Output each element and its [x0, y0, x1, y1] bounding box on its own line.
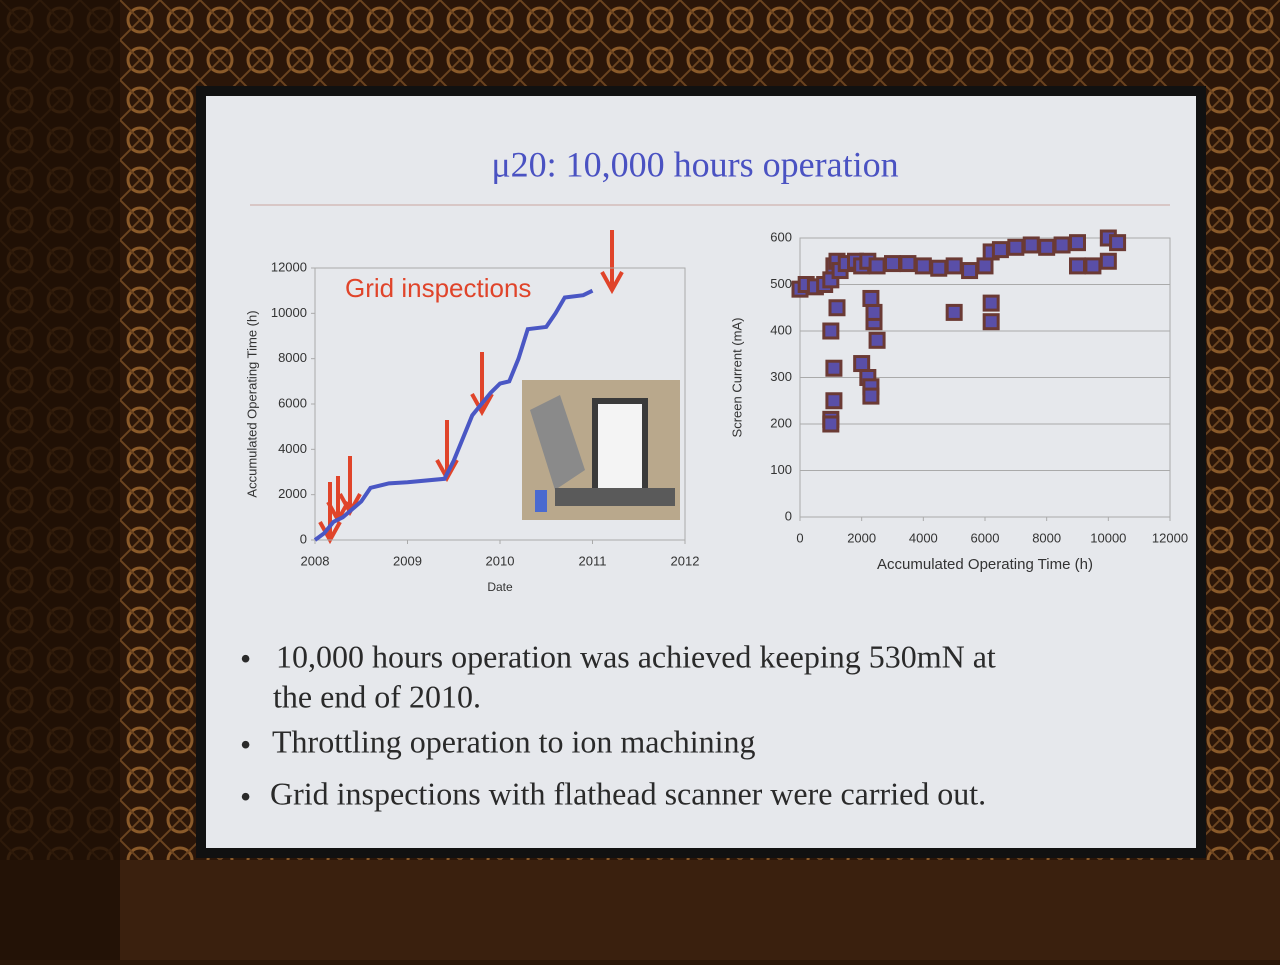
y-tick-label: 10000: [271, 305, 307, 320]
y-tick-label: 400: [770, 322, 792, 337]
point: [930, 259, 948, 277]
point: [1099, 252, 1117, 270]
x-tick-label: 2009: [393, 553, 422, 568]
y-tick-label: 4000: [278, 441, 307, 456]
point: [945, 257, 963, 275]
point: [982, 313, 1000, 331]
bullet: the end of 2010.: [273, 678, 481, 714]
bullet-dot: •: [240, 640, 251, 676]
point: [1069, 234, 1086, 252]
point: [899, 255, 917, 273]
y-tick-label: 300: [770, 369, 792, 384]
y-tick-label: 12000: [271, 259, 307, 274]
x-axis-label: Date: [487, 580, 513, 594]
point: [828, 299, 846, 317]
point: [868, 331, 886, 349]
x-tick-label: 10000: [1090, 530, 1126, 545]
point: [865, 303, 883, 321]
x-tick-label: 4000: [909, 530, 938, 545]
inset-photo: [522, 380, 680, 520]
point: [822, 415, 840, 433]
point: [1007, 238, 1025, 256]
x-tick-label: 2012: [671, 553, 700, 568]
x-axis-label: Accumulated Operating Time (h): [877, 556, 1093, 573]
y-tick-label: 100: [770, 462, 792, 477]
y-tick-label: 0: [785, 508, 792, 523]
point: [822, 322, 840, 340]
point: [853, 355, 871, 373]
bullet: Throttling operation to ion machining: [272, 723, 755, 759]
y-tick-label: 0: [300, 531, 307, 546]
bullet: 10,000 hours operation was achieved keep…: [276, 638, 996, 674]
line: [313, 288, 594, 542]
point: [868, 257, 886, 275]
point: [1069, 257, 1086, 275]
y-tick-label: 500: [770, 276, 792, 291]
bullet: Grid inspections with flathead scanner w…: [270, 775, 986, 811]
y-tick-label: 600: [770, 229, 792, 244]
point: [1038, 238, 1056, 256]
slide-title: μ20: 10,000 hours operation: [491, 144, 898, 184]
y-tick-label: 8000: [278, 350, 307, 365]
point: [914, 257, 932, 275]
x-tick-label: 6000: [971, 530, 1000, 545]
y-tick-label: 6000: [278, 395, 307, 410]
bullet-dot: •: [240, 726, 251, 762]
y-tick-label: 200: [770, 415, 792, 430]
point: [1053, 236, 1071, 254]
point: [1084, 257, 1102, 275]
point: [982, 294, 1000, 312]
point: [862, 387, 880, 405]
x-tick-label: 0: [796, 530, 803, 545]
x-tick-label: 12000: [1152, 530, 1188, 545]
y-axis-label: Accumulated Operating Time (h): [244, 310, 259, 497]
x-tick-label: 8000: [1032, 530, 1061, 545]
bullet-dot: •: [240, 778, 251, 814]
point: [862, 289, 880, 307]
y-axis-label: Screen Current (mA): [729, 318, 744, 438]
point: [991, 241, 1009, 259]
x-tick-label: 2008: [301, 553, 330, 568]
y-tick-label: 2000: [278, 486, 307, 501]
point: [976, 257, 994, 275]
point: [961, 262, 979, 280]
x-tick-label: 2011: [579, 553, 607, 568]
x-tick-label: 2000: [847, 530, 876, 545]
slide: [206, 96, 1196, 848]
frieze: [0, 860, 1280, 960]
point: [1022, 236, 1040, 254]
point: [945, 303, 963, 321]
point: [884, 255, 901, 273]
bullets: • 10,000 hours operation was achieved ke…: [240, 638, 996, 814]
annotation: Grid inspections: [345, 273, 531, 303]
pillar: [0, 0, 120, 960]
point: [825, 392, 843, 410]
point: [1109, 234, 1127, 252]
x-tick-label: 2010: [486, 553, 515, 568]
chart: 0 2000 4000 6000 8000 10000 12000 2008 2009 2010 2…: [244, 259, 699, 594]
point: [825, 359, 843, 377]
